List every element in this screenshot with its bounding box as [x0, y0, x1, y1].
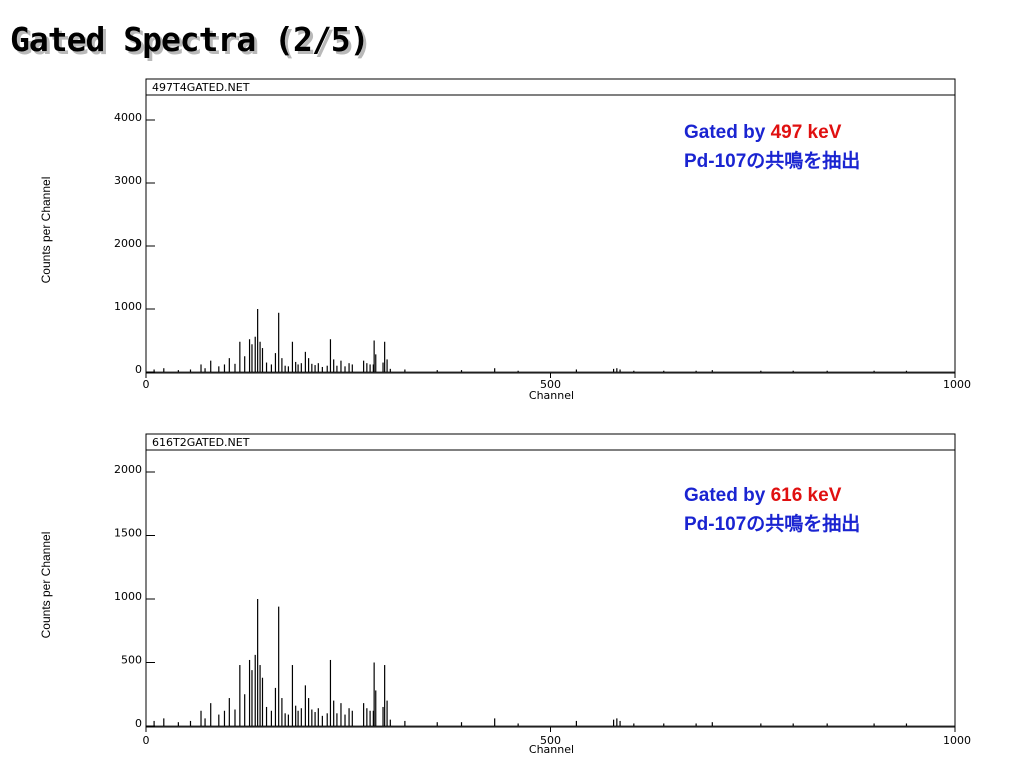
- y-tick-label: 2000: [114, 463, 142, 476]
- x-axis-label: Channel: [529, 389, 574, 402]
- y-tick-label: 2000: [114, 237, 142, 250]
- y-axis-label: Counts per Channel: [39, 177, 53, 284]
- x-tick-label: 0: [143, 734, 150, 747]
- gate-energy: 497 keV: [770, 122, 842, 143]
- y-tick-label: 1500: [114, 527, 142, 540]
- gate-annotation-1: Gated by 497 keV Pd-107の共鳴を抽出: [684, 118, 860, 176]
- y-tick-label: 4000: [114, 111, 142, 124]
- chart-1: 497T4GATED.NET 0 1000 2000 3000 4000 0 500 1000 C…: [39, 78, 971, 402]
- slide-title: Gated Spectra (2/5): [10, 20, 369, 59]
- gate-line-2: Pd-107の共鳴を抽出: [684, 514, 861, 535]
- x-tick-label: 500: [540, 378, 561, 391]
- chart-title: 616T2GATED.NET: [152, 436, 250, 449]
- gate-line-1: Gated by 616 keV: [684, 481, 860, 510]
- y-tick-label: 0: [135, 717, 142, 730]
- gate-prefix: Gated by: [684, 485, 771, 506]
- x-tick-label: 1000: [943, 378, 971, 391]
- x-tick-label: 1000: [943, 734, 971, 747]
- y-tick-label: 1000: [114, 590, 142, 603]
- y-tick-label: 1000: [114, 300, 142, 313]
- x-tick-label: 500: [540, 734, 561, 747]
- y-tick-label: 500: [121, 654, 142, 667]
- y-tick-label: 0: [135, 363, 142, 376]
- y-tick-label: 3000: [114, 174, 142, 187]
- y-axis-label: Counts per Channel: [39, 532, 53, 639]
- gate-prefix: Gated by: [684, 122, 771, 143]
- x-tick-label: 0: [143, 378, 150, 391]
- chart-2: 616T2GATED.NET 0 500 1000 1500 2000 0 500 1000 Ch…: [39, 433, 971, 756]
- gate-energy: 616 keV: [770, 485, 842, 506]
- plot-frame: [145, 433, 956, 728]
- gate-line-1: Gated by 497 keV: [684, 118, 860, 147]
- gate-annotation-2: Gated by 616 keV Pd-107の共鳴を抽出: [684, 481, 860, 539]
- gate-line-2: Pd-107の共鳴を抽出: [684, 151, 861, 172]
- chart-title: 497T4GATED.NET: [152, 81, 250, 94]
- x-axis-label: Channel: [529, 743, 574, 756]
